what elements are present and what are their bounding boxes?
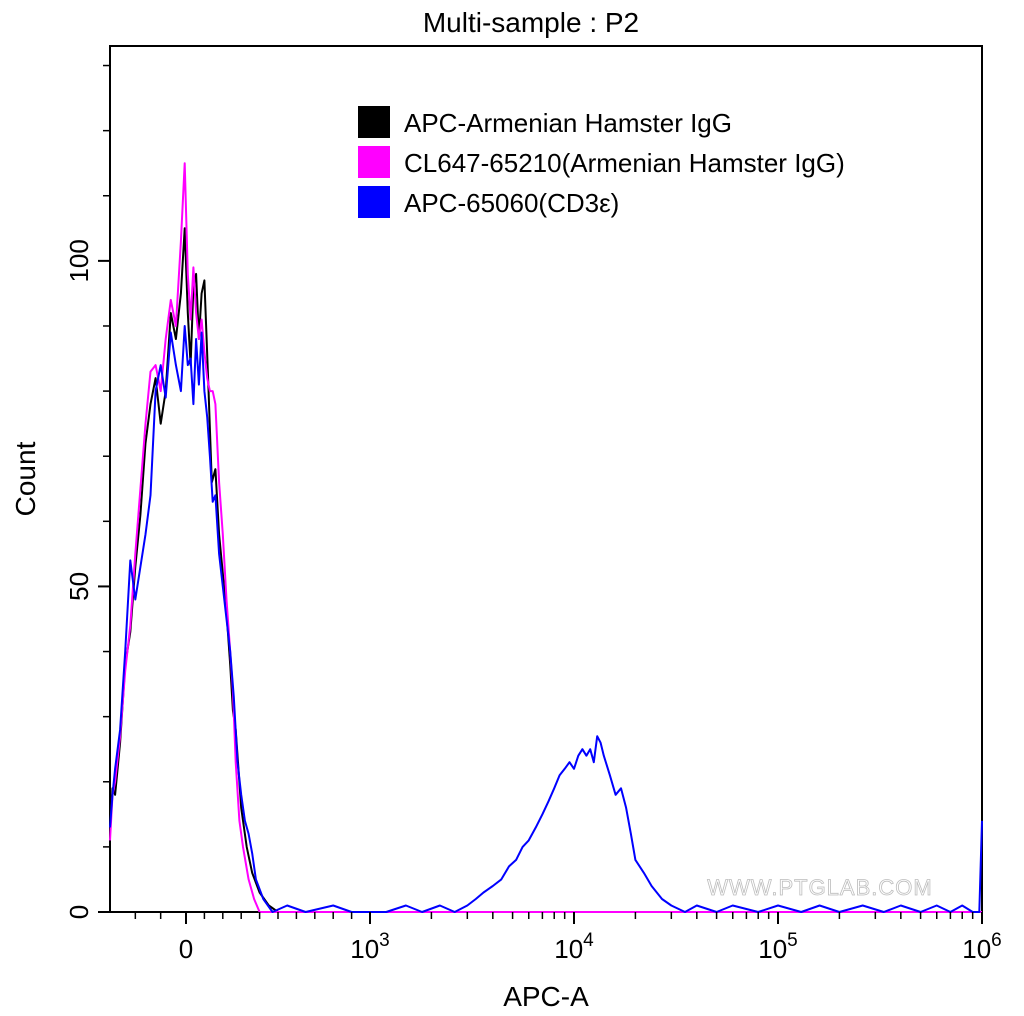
legend-swatch-1: [358, 106, 390, 138]
legend-swatch-2: [358, 146, 390, 178]
x-minor-ticks: [134, 912, 974, 919]
y-tick-label: 100: [64, 239, 94, 282]
series-line-3: [109, 325, 983, 913]
x-tick-label: 104: [554, 930, 594, 964]
legend: APC-Armenian Hamster IgG CL647-65210(Arme…: [358, 106, 845, 218]
series-layer: [109, 162, 983, 913]
legend-swatch-3: [358, 186, 390, 218]
series-line-1: [109, 227, 982, 913]
legend-label-1: APC-Armenian Hamster IgG: [404, 108, 732, 138]
x-tick-label: 103: [350, 930, 390, 964]
legend-label-3: APC-65060(CD3ε): [404, 188, 619, 218]
watermark-text: WWW.PTGLAB.COM: [707, 875, 932, 900]
x-tick-label: 106: [962, 930, 1002, 964]
x-axis-label: APC-A: [503, 981, 589, 1012]
x-tick-label: 105: [758, 930, 798, 964]
x-tick-label: 0: [179, 934, 193, 964]
y-axis-label: Count: [10, 441, 41, 516]
series-line-2: [109, 162, 982, 913]
legend-label-2: CL647-65210(Armenian Hamster IgG): [404, 148, 845, 178]
y-tick-label: 0: [64, 905, 94, 919]
x-axis: 0 103 104 105 106: [179, 912, 1002, 964]
y-tick-label: 50: [64, 572, 94, 601]
chart-title: Multi-sample : P2: [423, 7, 639, 38]
y-axis: 0 50 100: [64, 64, 110, 919]
